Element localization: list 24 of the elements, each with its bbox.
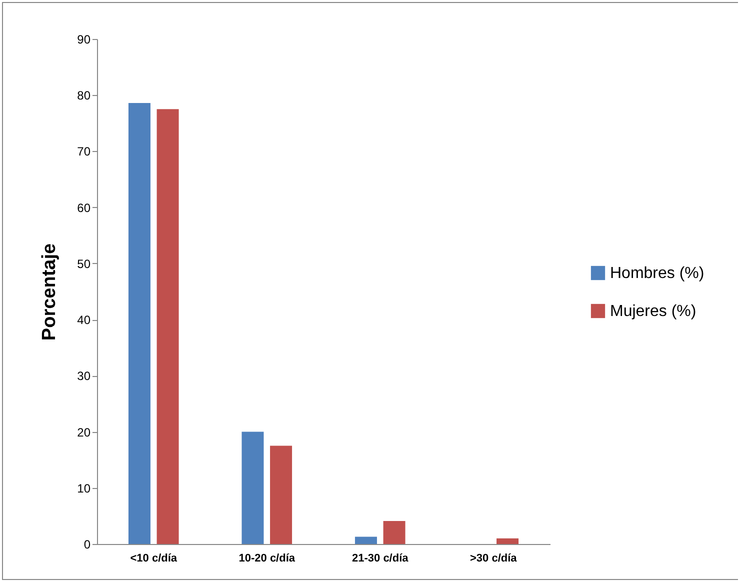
y-tick-label: 0 — [84, 538, 91, 552]
bar — [354, 536, 377, 544]
y-tick-label: 90 — [77, 32, 91, 46]
y-tick-label: 10 — [77, 481, 91, 496]
y-tick-label: 70 — [77, 144, 91, 159]
legend-label: Hombres (%) — [610, 265, 704, 282]
x-tick-label: 21-30 c/día — [352, 552, 410, 564]
bar — [242, 432, 264, 544]
y-axis-title: Porcentaje — [39, 243, 60, 341]
y-tick-label: 50 — [77, 256, 91, 271]
legend-label: Mujeres (%) — [610, 303, 696, 320]
y-tick-label: 40 — [77, 313, 91, 328]
y-tick-label: 30 — [77, 369, 91, 384]
x-tick-label: <10 c/día — [130, 552, 178, 564]
bar — [496, 538, 519, 544]
y-tick-label: 80 — [77, 88, 91, 103]
x-tick-label: 10-20 c/día — [238, 552, 296, 564]
bar — [128, 102, 150, 544]
y-tick-label: 60 — [77, 200, 91, 215]
bar — [270, 446, 292, 544]
y-tick-label: 20 — [77, 425, 91, 440]
x-tick-label: >30 c/día — [470, 552, 518, 564]
bar — [383, 520, 406, 544]
bar — [156, 109, 179, 544]
